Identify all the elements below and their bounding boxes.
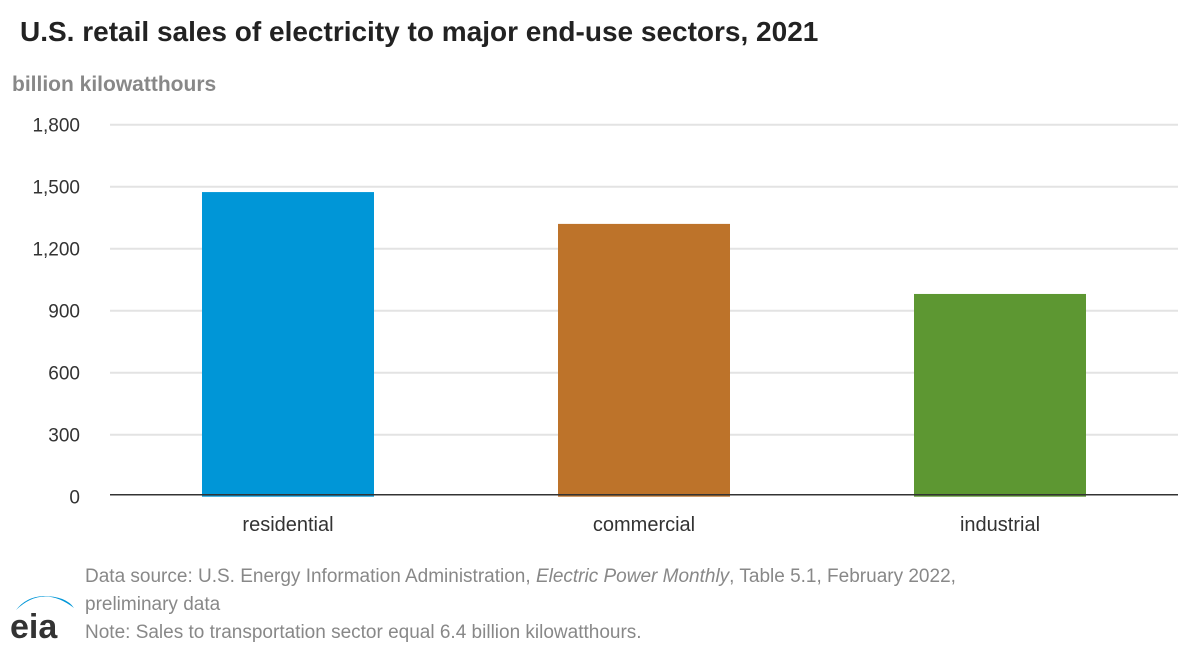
source-publication: Electric Power Monthly [535, 566, 730, 587]
svg-text:eia: eia [10, 608, 58, 643]
y-tick-label: 1,200 [32, 240, 80, 261]
y-tick-label: 0 [69, 488, 80, 509]
y-axis-unit-label: billion kilowatthours [12, 73, 217, 96]
data-source: Data source: U.S. Energy Information Adm… [85, 566, 956, 588]
bar-chart: 0 300 600 900 1,200 1,500 1,800 residential comm… [32, 116, 1178, 536]
x-tick-label: commercial [593, 514, 695, 536]
chart-title: U.S. retail sales of electricity to majo… [20, 16, 819, 47]
y-tick-label: 600 [48, 364, 80, 385]
eia-logo: eia [10, 596, 74, 643]
y-tick-label: 1,800 [32, 116, 80, 137]
bar-residential [202, 192, 374, 497]
source-text-suffix: , Table 5.1, February 2022, [729, 566, 956, 587]
bar-commercial [558, 223, 730, 497]
note: Note: Sales to transportation sector equ… [85, 622, 642, 643]
x-tick-label: residential [242, 514, 333, 536]
source-text: Data source: U.S. Energy Information Adm… [85, 566, 536, 587]
y-tick-label: 1,500 [32, 178, 80, 199]
y-tick-label: 900 [48, 302, 80, 323]
y-tick-label: 300 [48, 426, 80, 447]
x-tick-label: industrial [960, 514, 1040, 536]
data-source-line2: preliminary data [85, 594, 221, 615]
bar-industrial [914, 293, 1086, 497]
